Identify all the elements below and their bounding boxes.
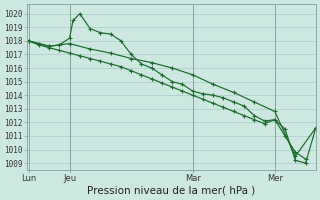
X-axis label: Pression niveau de la mer( hPa ): Pression niveau de la mer( hPa ) — [87, 186, 255, 196]
